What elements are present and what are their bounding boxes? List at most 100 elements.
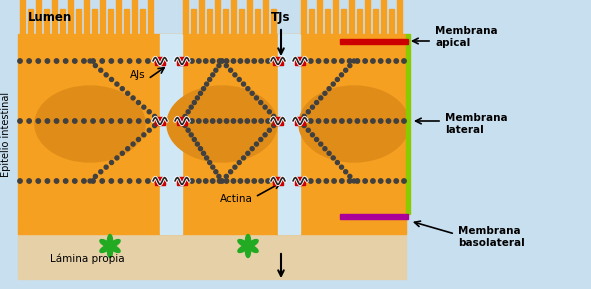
Circle shape [197,59,201,63]
Bar [183,0,188,34]
Circle shape [203,179,208,183]
Circle shape [104,165,108,169]
Ellipse shape [167,86,277,162]
Circle shape [344,170,348,174]
Circle shape [152,114,157,118]
Bar [397,0,402,34]
Circle shape [323,147,327,151]
Bar [199,0,204,34]
Circle shape [190,119,194,123]
Circle shape [319,96,323,100]
Circle shape [276,119,280,123]
Circle shape [152,124,157,128]
Circle shape [18,119,22,123]
Circle shape [100,119,105,123]
Circle shape [82,179,86,183]
Circle shape [183,124,187,128]
Circle shape [217,64,221,68]
Circle shape [210,119,215,123]
Bar [341,9,346,34]
Circle shape [238,59,242,63]
Circle shape [137,59,141,63]
Circle shape [355,59,359,63]
Bar [389,9,394,34]
Circle shape [378,59,383,63]
Circle shape [363,119,368,123]
Circle shape [387,119,391,123]
Circle shape [348,64,352,68]
Ellipse shape [100,240,111,247]
Circle shape [145,179,150,183]
Circle shape [115,156,119,160]
Circle shape [220,179,224,183]
Circle shape [229,170,233,174]
Circle shape [54,179,59,183]
Circle shape [259,59,264,63]
Circle shape [348,179,352,183]
Circle shape [371,119,375,123]
Bar [36,0,41,34]
Bar [325,9,330,34]
Text: Membrana
basolateral: Membrana basolateral [458,226,525,248]
Circle shape [220,59,224,63]
Circle shape [245,179,249,183]
Circle shape [331,156,335,160]
Circle shape [266,119,270,123]
Text: Lumen: Lumen [28,11,72,24]
Circle shape [310,105,314,109]
Circle shape [255,96,258,100]
Circle shape [309,179,313,183]
Circle shape [99,170,103,174]
Bar [177,117,187,125]
Bar [255,9,260,34]
Ellipse shape [108,245,112,257]
Circle shape [186,128,190,132]
Circle shape [332,119,336,123]
Circle shape [302,114,306,118]
Circle shape [306,128,310,132]
Circle shape [211,73,215,77]
Circle shape [267,128,271,132]
Circle shape [196,96,199,100]
Circle shape [327,151,331,155]
Circle shape [233,165,237,169]
Circle shape [335,160,339,164]
Circle shape [314,138,319,141]
Circle shape [155,59,159,63]
Bar [273,57,283,65]
Circle shape [252,119,256,123]
Circle shape [203,119,208,123]
Bar [263,0,268,34]
Bar [373,9,378,34]
Circle shape [340,73,343,77]
Bar [349,0,354,34]
Circle shape [186,110,190,114]
Bar [381,0,386,34]
Circle shape [319,142,323,146]
Circle shape [238,119,242,123]
Circle shape [217,174,221,178]
Circle shape [263,105,267,109]
Circle shape [158,119,162,123]
Circle shape [231,179,236,183]
Circle shape [378,119,383,123]
Circle shape [225,59,229,63]
Text: Lámina propia: Lámina propia [50,254,125,264]
Circle shape [147,128,151,132]
Circle shape [155,119,159,123]
Ellipse shape [238,245,249,253]
Circle shape [309,119,313,123]
Circle shape [93,64,98,68]
Circle shape [197,119,201,123]
Circle shape [192,101,196,105]
Circle shape [340,59,344,63]
Circle shape [273,119,277,123]
Circle shape [344,68,348,72]
Bar [207,9,212,34]
Ellipse shape [108,234,112,247]
Circle shape [211,165,215,169]
Bar [271,9,276,34]
Bar [8,8,508,281]
Text: Actina: Actina [220,194,253,204]
Circle shape [332,179,336,183]
